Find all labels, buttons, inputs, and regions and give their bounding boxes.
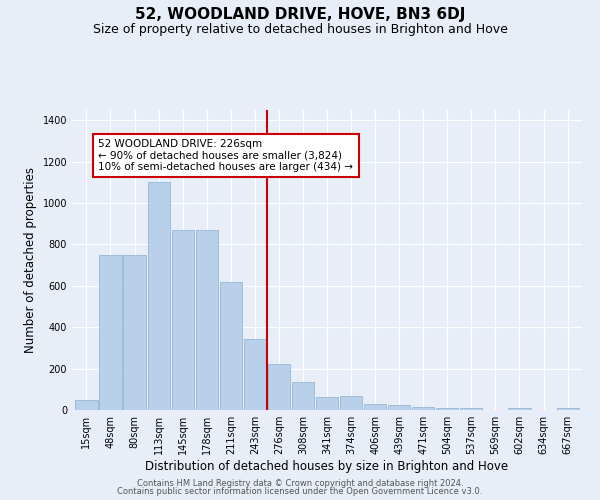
X-axis label: Distribution of detached houses by size in Brighton and Hove: Distribution of detached houses by size … [145,460,509,473]
Bar [76,400,98,410]
Text: Size of property relative to detached houses in Brighton and Hove: Size of property relative to detached ho… [92,22,508,36]
Bar [436,408,458,410]
Bar [316,396,338,410]
Bar [220,282,242,410]
Bar [557,408,578,410]
Bar [508,408,530,410]
Bar [340,396,362,410]
Bar [292,382,314,410]
Bar [460,408,482,410]
Bar [124,255,146,410]
Bar [100,255,122,410]
Y-axis label: Number of detached properties: Number of detached properties [24,167,37,353]
Bar [148,182,170,410]
Text: Contains HM Land Registry data © Crown copyright and database right 2024.: Contains HM Land Registry data © Crown c… [137,478,463,488]
Bar [364,404,386,410]
Bar [388,405,410,410]
Bar [268,364,290,410]
Bar [412,407,434,410]
Text: Contains public sector information licensed under the Open Government Licence v3: Contains public sector information licen… [118,488,482,496]
Text: 52, WOODLAND DRIVE, HOVE, BN3 6DJ: 52, WOODLAND DRIVE, HOVE, BN3 6DJ [135,8,465,22]
Text: 52 WOODLAND DRIVE: 226sqm
← 90% of detached houses are smaller (3,824)
10% of se: 52 WOODLAND DRIVE: 226sqm ← 90% of detac… [98,139,353,172]
Bar [172,230,194,410]
Bar [196,230,218,410]
Bar [244,338,266,410]
